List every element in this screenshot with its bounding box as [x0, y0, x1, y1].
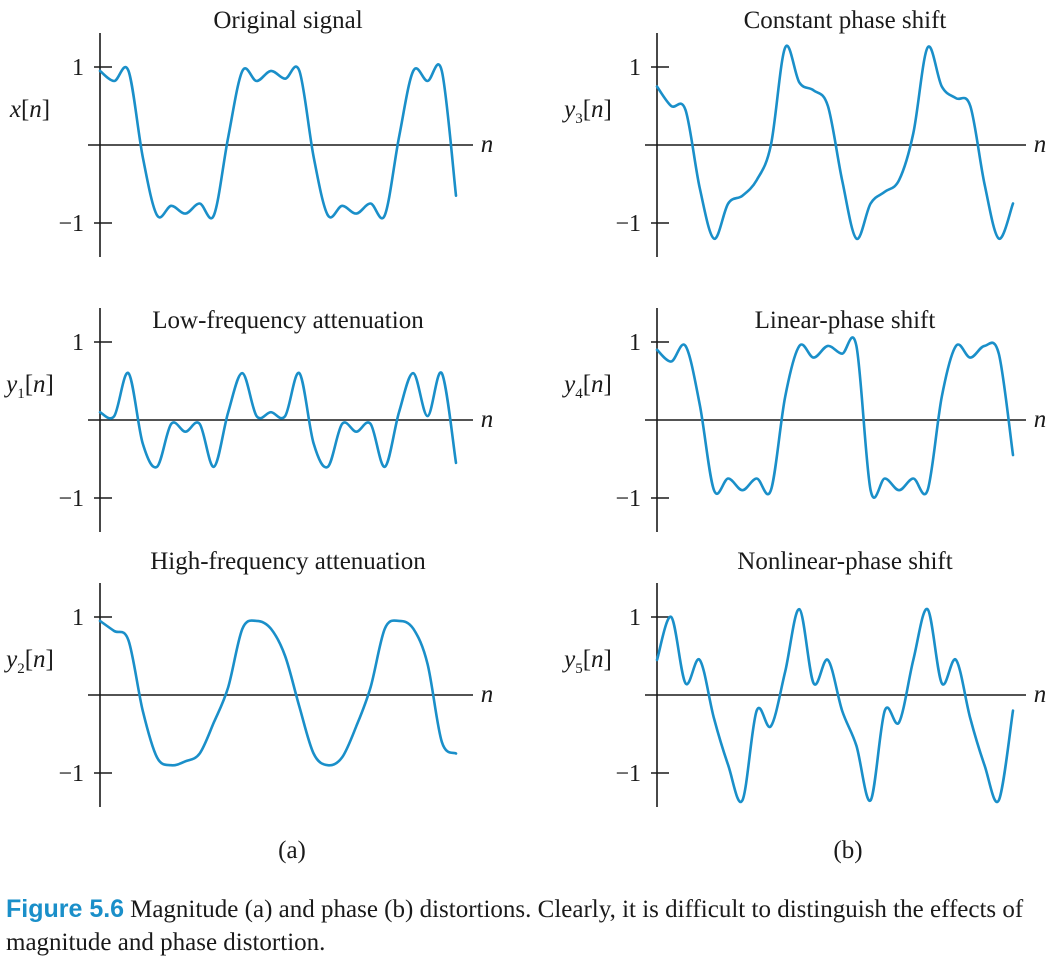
panel-title-y2: High-frequency attenuation — [150, 548, 426, 575]
y-tick-label: −1 — [58, 761, 84, 787]
series-line-x — [98, 63, 458, 220]
x-label-y1: n — [481, 406, 494, 433]
y-label-y1: y1[n] — [3, 371, 54, 402]
caption-figure-label: Figure 5.6 — [6, 895, 125, 923]
y-tick-label: 1 — [72, 605, 84, 631]
y-tick-label: 1 — [72, 55, 84, 81]
panel-label-b: (b) — [833, 837, 862, 864]
panel-y2: High-frequency attenuation n 1 −1 y2[n] — [3, 548, 493, 807]
series-line-y4 — [655, 336, 1015, 499]
y-label-x: x[n] — [9, 96, 50, 123]
y-tick-label: −1 — [615, 486, 641, 512]
panel-title-y1: Low-frequency attenuation — [152, 307, 424, 334]
figure-caption: Figure 5.6 Magnitude (a) and phase (b) di… — [6, 893, 1058, 959]
series-line-y5 — [655, 607, 1015, 804]
y-tick-label: 1 — [72, 330, 84, 356]
y-tick-label: −1 — [615, 761, 641, 787]
x-label-x: n — [481, 131, 494, 158]
panel-y4: Linear-phase shift n 1 −1 y4[n] — [561, 307, 1046, 532]
series-line-y2 — [98, 619, 458, 767]
y-label-y2: y2[n] — [3, 646, 54, 677]
y-label-y5: y5[n] — [561, 646, 612, 677]
caption-text: Magnitude (a) and phase (b) distortions.… — [6, 896, 1024, 956]
panel-title-y5: Nonlinear-phase shift — [737, 548, 952, 575]
panel-title-x: Original signal — [213, 7, 362, 34]
y-tick-label: 1 — [629, 330, 641, 356]
y-tick-label: −1 — [615, 211, 641, 237]
x-label-y3: n — [1034, 131, 1047, 158]
x-label-y4: n — [1034, 406, 1047, 433]
y-tick-label: −1 — [58, 211, 84, 237]
panel-y5: Nonlinear-phase shift n 1 −1 y5[n] — [561, 548, 1046, 807]
y-tick-label: 1 — [629, 55, 641, 81]
panel-x: Original signal n 1 −1 x[n] — [9, 7, 493, 257]
panel-title-y4: Linear-phase shift — [755, 307, 936, 334]
panel-label-a: (a) — [278, 837, 306, 864]
y-label-y3: y3[n] — [561, 96, 612, 127]
panel-title-y3: Constant phase shift — [744, 7, 947, 34]
series-line-y1 — [98, 371, 458, 469]
series-line-y3 — [655, 44, 1015, 240]
y-tick-label: −1 — [58, 486, 84, 512]
y-label-y4: y4[n] — [561, 371, 612, 402]
x-label-y5: n — [1034, 681, 1047, 708]
panel-y1: Low-frequency attenuation n 1 −1 y1[n] — [3, 307, 493, 532]
y-tick-label: 1 — [629, 605, 641, 631]
panel-y3: Constant phase shift n 1 −1 y3[n] — [561, 7, 1046, 257]
x-label-y2: n — [481, 681, 494, 708]
